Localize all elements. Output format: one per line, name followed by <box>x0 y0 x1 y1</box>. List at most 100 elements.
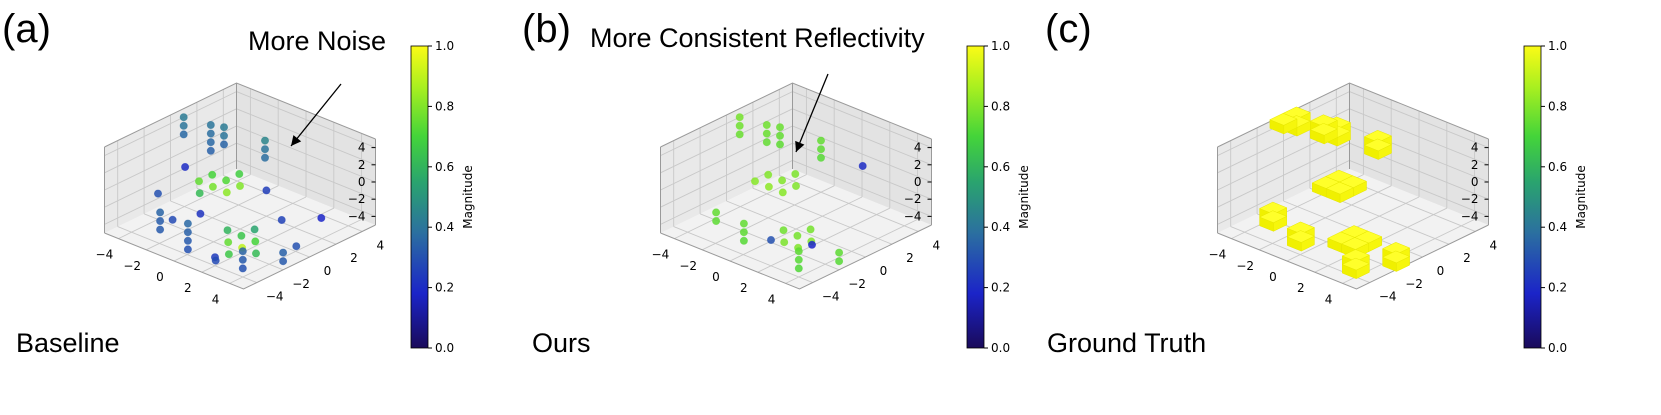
z-tick-label: 0 <box>914 175 922 189</box>
colorbar-tick-label: 0.4 <box>435 220 454 234</box>
scatter-point <box>791 181 800 190</box>
scatter-point <box>251 237 260 246</box>
panel-letter: (b) <box>522 7 571 51</box>
y-tick-label: 0 <box>712 270 720 284</box>
y-tick-label: 4 <box>768 292 776 306</box>
scatter-point <box>206 138 215 147</box>
scatter-point <box>778 188 787 197</box>
colorbar-tick-label: 0.0 <box>435 341 454 355</box>
scatter-point <box>238 264 247 273</box>
scatter-point <box>712 208 721 217</box>
scatter-point <box>775 123 784 132</box>
colorbar-tick-label: 1.0 <box>1548 39 1567 53</box>
scatter-point <box>764 182 773 191</box>
x-tick-label: −4 <box>1379 290 1397 304</box>
y-tick-label: 4 <box>1325 292 1333 306</box>
colorbar-tick-label: 0.2 <box>1548 281 1567 295</box>
scatter-point <box>735 113 744 122</box>
z-tick-label: −2 <box>904 192 922 206</box>
scatter-point <box>712 216 721 225</box>
colorbar-tick-label: 0.0 <box>1548 341 1567 355</box>
grid-line <box>143 213 284 271</box>
z-tick-label: 4 <box>1471 141 1479 155</box>
arrow-head <box>291 135 302 146</box>
x-tick-label: 4 <box>1489 238 1497 252</box>
scatter-point <box>762 121 771 130</box>
scatter-point <box>219 123 228 132</box>
scatter-point <box>806 225 815 234</box>
panel-c: −4 −2 0 2 4 −4 −2 0 2 4 −4 −2 0 2 4 0.0 0.2 0.4 0.6 0.8 1.0 M… <box>1045 7 1588 358</box>
voxel-face <box>1341 257 1371 271</box>
grid-line <box>660 125 793 191</box>
grid-line <box>117 226 257 284</box>
panel-caption: Ground Truth <box>1047 328 1206 358</box>
voxel-face <box>1309 123 1338 136</box>
scatter-point <box>206 146 215 155</box>
annotation-text: More Consistent Reflectivity <box>590 23 925 53</box>
grid-line <box>792 108 932 166</box>
pane-edge <box>104 224 376 290</box>
y-tick-label: −4 <box>652 248 670 262</box>
scatter-point <box>835 248 844 257</box>
scatter-point <box>794 247 803 256</box>
scatter-point <box>179 113 188 122</box>
scatter-point <box>168 215 177 224</box>
arrow-head <box>795 140 805 152</box>
scatter-point <box>775 140 784 149</box>
z-tick-label: −4 <box>1461 209 1479 223</box>
scatter-point <box>279 257 288 266</box>
scatter-point <box>251 249 260 258</box>
y-tick-label: −4 <box>96 248 114 262</box>
z-tick-label: −2 <box>348 192 366 206</box>
voxel-face <box>1286 230 1316 243</box>
scatter-point <box>835 257 844 266</box>
scatter-point <box>206 121 215 130</box>
scatter-point <box>222 176 231 185</box>
colorbar-tick-label: 0.8 <box>435 99 454 113</box>
colorbar-tick-label: 0.0 <box>991 341 1010 355</box>
scatter-point <box>794 264 803 273</box>
x-tick-label: −4 <box>266 290 284 304</box>
grid-line <box>236 91 376 149</box>
x-tick-label: 2 <box>350 251 358 265</box>
scatter-point <box>223 226 232 235</box>
y-tick-label: −2 <box>1236 259 1254 273</box>
panel-letter: (a) <box>2 7 51 51</box>
scatter-point <box>153 189 162 198</box>
colorbar-tick-label: 0.6 <box>1548 160 1567 174</box>
colorbar-tick-label: 0.4 <box>1548 220 1567 234</box>
scatter-point <box>816 136 825 145</box>
panel-letter: (c) <box>1045 7 1092 51</box>
scatter-point <box>791 169 800 178</box>
scatter-point <box>208 170 217 179</box>
y-tick-label: −2 <box>679 259 697 273</box>
voxel-face <box>1363 138 1393 152</box>
scatter-point <box>260 136 269 145</box>
y-tick-label: −4 <box>1209 248 1227 262</box>
annotation-arrow <box>795 73 829 153</box>
scatter-point <box>194 177 203 186</box>
grid-line <box>236 108 376 166</box>
scatter-point <box>156 208 165 217</box>
x-tick-label: −2 <box>292 277 310 291</box>
panel-caption: Ours <box>532 328 591 358</box>
scatter-point <box>317 213 326 222</box>
voxel-face <box>1269 113 1298 126</box>
scatter-point <box>238 247 247 256</box>
scatter-point <box>206 129 215 138</box>
scatter-point <box>260 145 269 154</box>
scatter-point <box>250 225 259 234</box>
colorbar-tick-label: 0.4 <box>991 220 1010 234</box>
scatter-point <box>196 209 205 218</box>
scatter-point <box>277 215 286 224</box>
scatter-point <box>735 130 744 139</box>
scatter-point <box>793 231 802 240</box>
y-tick-label: 0 <box>1269 270 1277 284</box>
colorbar-tick-label: 0.2 <box>991 281 1010 295</box>
grid-line <box>104 91 237 157</box>
voxel-face <box>1381 250 1411 264</box>
y-tick-label: −2 <box>123 259 141 273</box>
scatter-point <box>739 236 748 245</box>
scatter-point <box>195 189 204 198</box>
